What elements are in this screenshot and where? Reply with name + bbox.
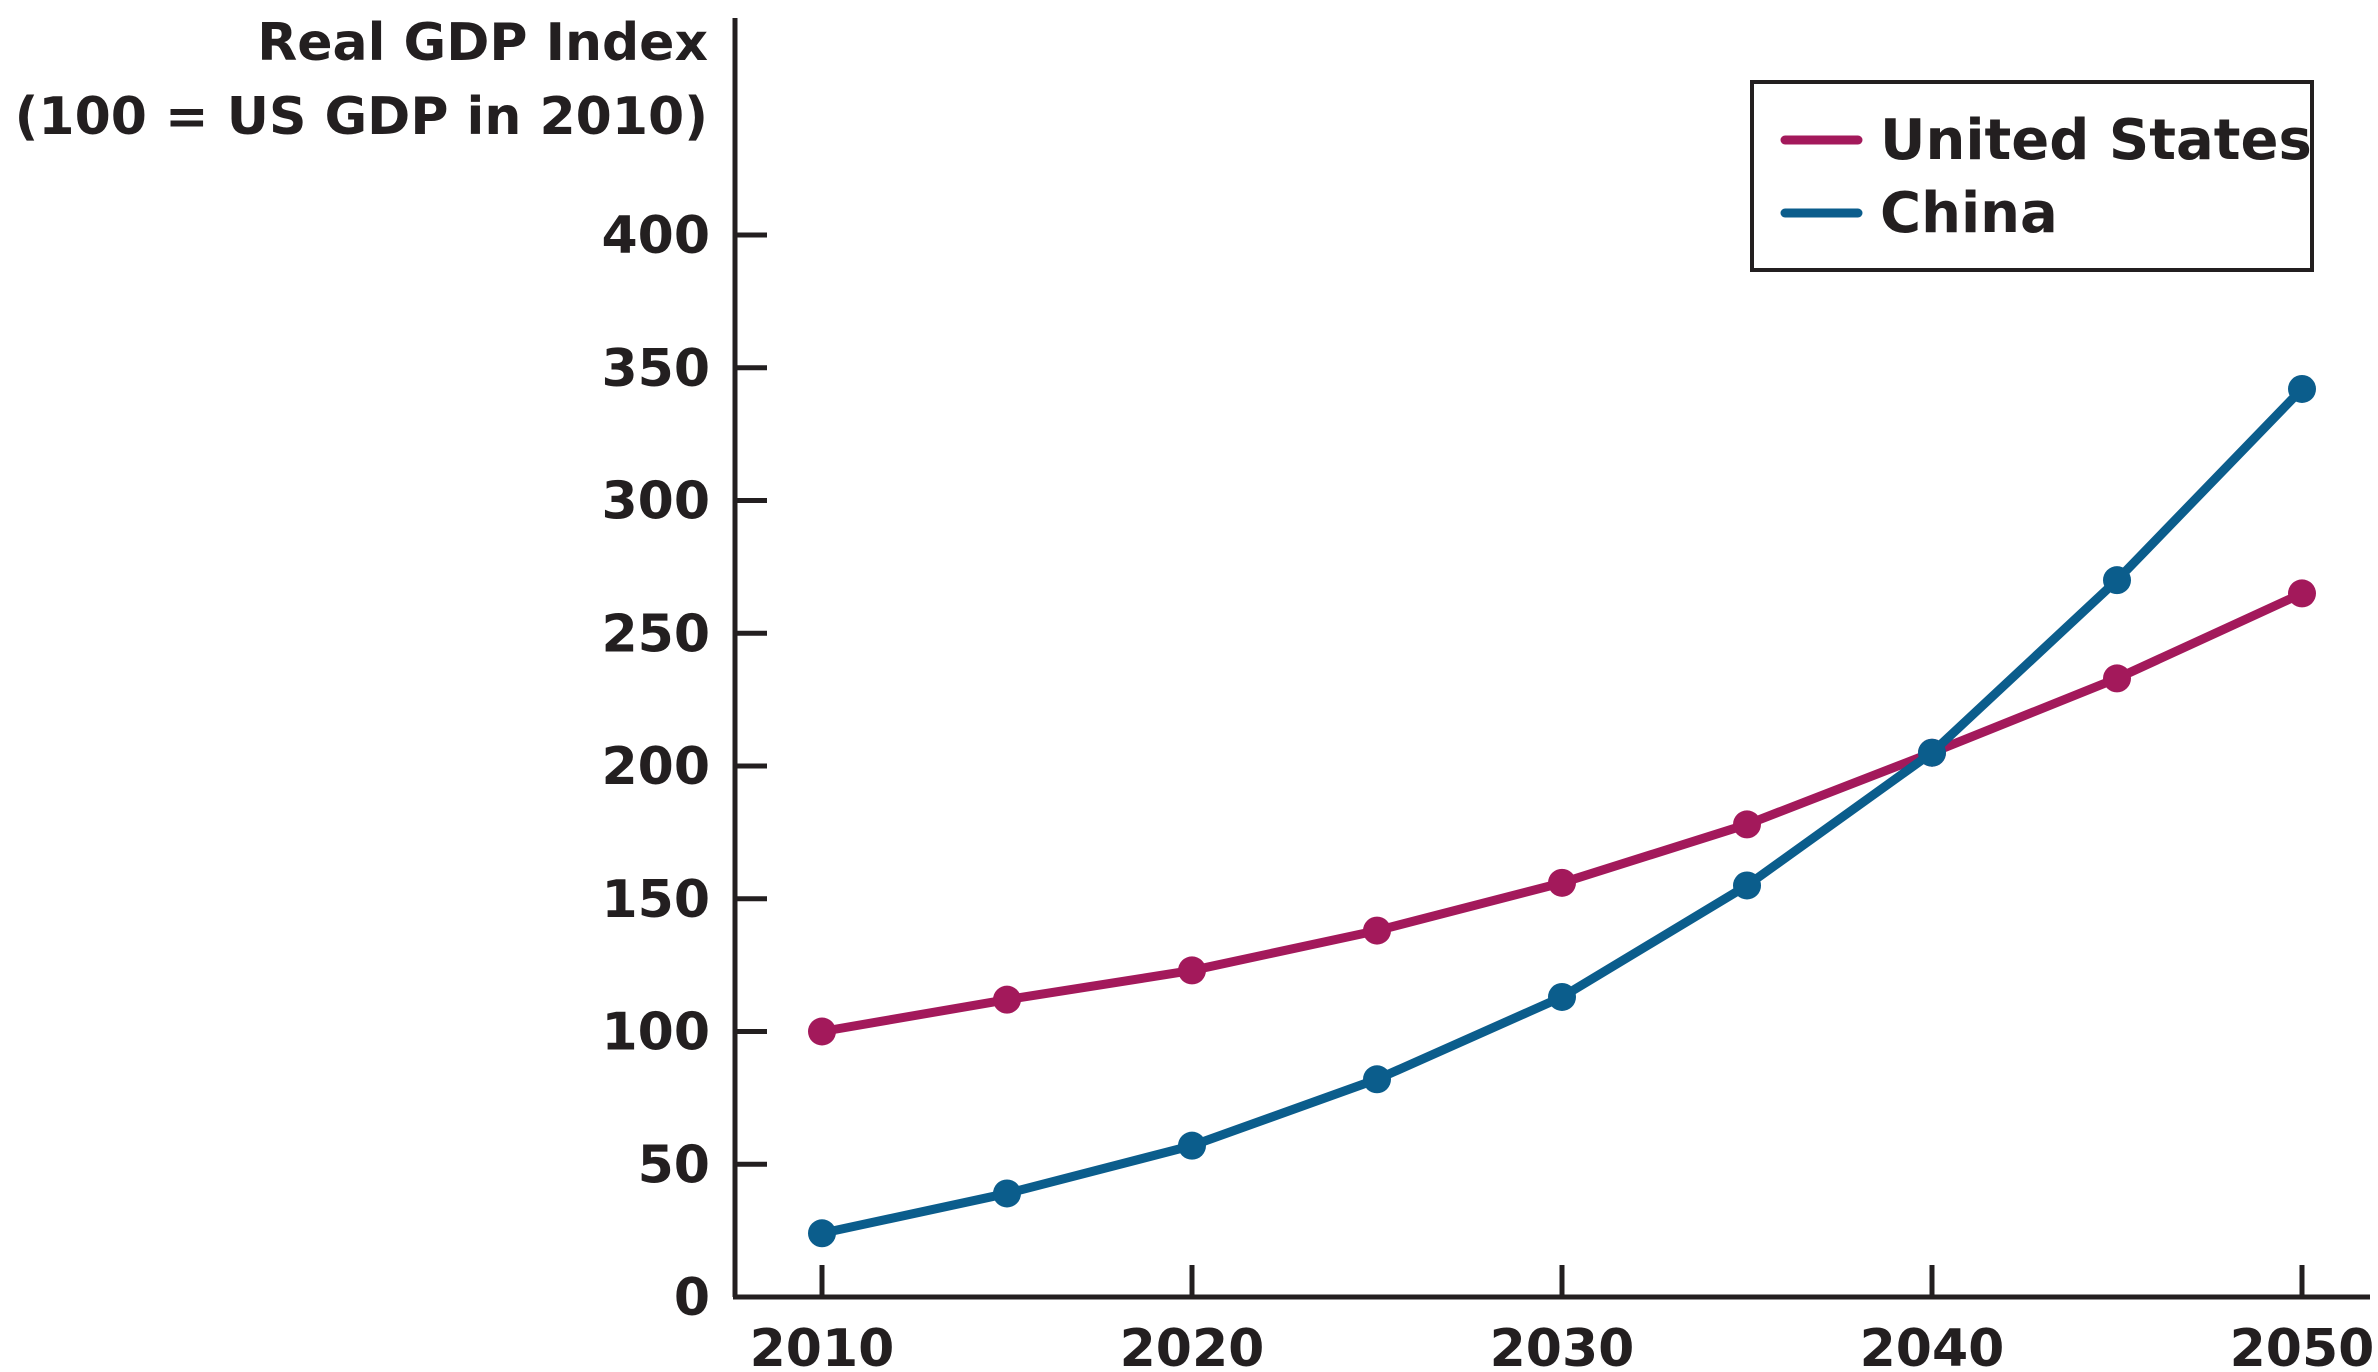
- y-tick-label-350: 350: [601, 339, 710, 399]
- series-line-united-states: [817, 588, 2307, 1036]
- x-tick-label-2030: 2030: [1490, 1319, 1635, 1372]
- y-axis-title-line1: Real GDP Index: [257, 13, 708, 73]
- point-united-states-2010: [808, 1017, 836, 1046]
- y-tick-label-150: 150: [601, 870, 710, 930]
- point-united-states-2045: [2103, 664, 2131, 693]
- point-united-states-2020: [1178, 956, 1206, 985]
- point-china-2030: [1548, 982, 1576, 1011]
- point-china-2045: [2103, 566, 2131, 595]
- point-china-2025: [1363, 1065, 1391, 1094]
- x-tick-label-2050: 2050: [2230, 1319, 2375, 1372]
- point-united-states-2030: [1548, 868, 1576, 897]
- point-united-states-2025: [1363, 916, 1391, 945]
- y-tick-label-200: 200: [601, 737, 710, 797]
- y-tick-label-100: 100: [601, 1003, 710, 1063]
- point-united-states-2015: [993, 985, 1021, 1014]
- point-united-states-2050: [2288, 579, 2316, 608]
- legend-box: [1750, 80, 2314, 272]
- point-china-2035: [1733, 871, 1761, 900]
- point-china-2020: [1178, 1131, 1206, 1160]
- y-tick-label-400: 400: [601, 206, 710, 266]
- y-tick-label-0: 0: [674, 1268, 710, 1328]
- series-china: [808, 374, 2316, 1248]
- series-united-states: [808, 579, 2316, 1046]
- legend: United States China: [1750, 80, 2314, 272]
- y-tick-label-50: 50: [638, 1135, 710, 1195]
- series-layer: [808, 374, 2316, 1248]
- x-tick-label-2040: 2040: [1860, 1319, 2005, 1372]
- x-tick-label-2010: 2010: [750, 1319, 895, 1372]
- y-tick-label-250: 250: [601, 604, 710, 664]
- y-axis-ticks: 0 50 100 150 200 250 300 350 400: [601, 206, 767, 1328]
- point-china-2040: [1918, 738, 1946, 767]
- point-china-2010: [808, 1219, 836, 1248]
- x-tick-label-2020: 2020: [1120, 1319, 1265, 1372]
- series-line-china: [817, 384, 2307, 1238]
- legend-label-china: China: [1880, 181, 2058, 246]
- point-china-2050: [2288, 374, 2316, 403]
- legend-label-united-states: United States: [1880, 108, 2312, 173]
- point-united-states-2035: [1733, 810, 1761, 839]
- y-tick-label-300: 300: [601, 472, 710, 532]
- x-axis-ticks: 2010 2020 2030 2040 2050: [750, 1265, 2375, 1372]
- y-axis-title-line2: (100 = US GDP in 2010): [15, 87, 708, 147]
- point-china-2015: [993, 1179, 1021, 1208]
